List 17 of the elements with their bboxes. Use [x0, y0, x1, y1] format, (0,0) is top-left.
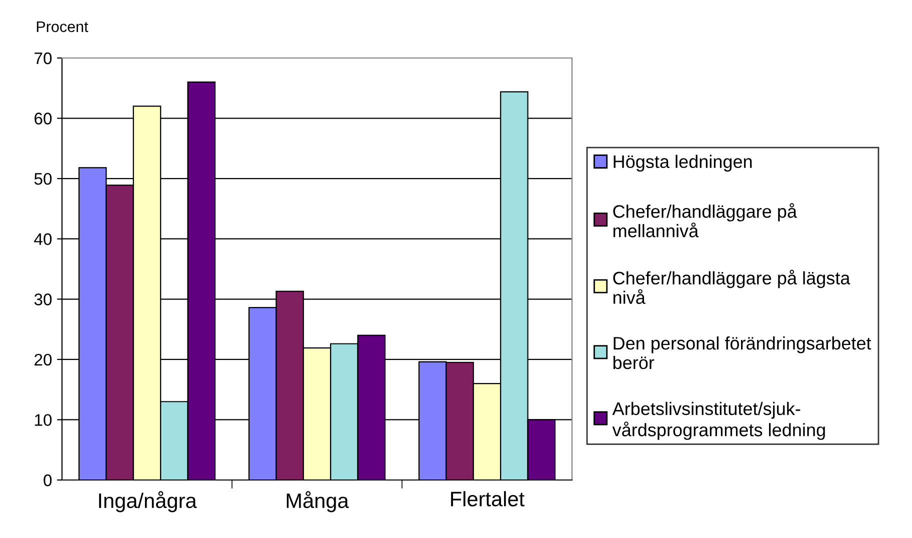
y-tick-label: 30	[34, 294, 52, 306]
legend-label: Den personal förändringsarbetet berör	[613, 336, 872, 370]
y-tick-label: 20	[34, 354, 52, 366]
legend-label: Chefer/handläggare på mellannivå	[613, 203, 798, 238]
y-tick-label: 40	[34, 233, 52, 246]
x-tick-label: Många	[286, 491, 349, 512]
y-tick-label: 10	[35, 414, 52, 426]
x-tick-label: Inga/några	[99, 491, 197, 512]
y-tick-label: 0	[44, 474, 52, 486]
y-tick-label: 60	[34, 112, 52, 124]
x-tick-label: Flertalet	[451, 491, 524, 506]
y-axis-title: Procent	[36, 21, 88, 32]
legend-label: Högsta ledningen	[614, 154, 752, 172]
y-tick-label: 70	[34, 52, 52, 64]
legend-label: Arbetslivsinstitutet/sjuk-vårdsprogrammets ledning	[612, 402, 825, 440]
legend-label: Chefer/handläggare på lägsta nivå	[613, 270, 850, 304]
y-tick-label: 50	[34, 172, 52, 185]
